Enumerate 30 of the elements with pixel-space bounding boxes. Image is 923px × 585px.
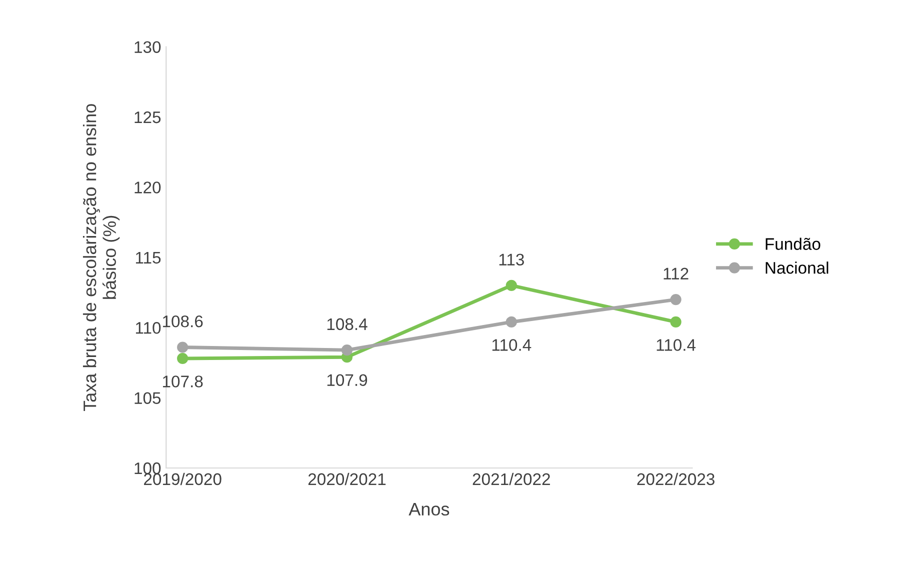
data-label: 112 [664,268,688,280]
data-label: 108.6 [163,315,203,328]
legend-label: Nacional [766,262,828,274]
point [177,342,188,353]
data-label: 110.4 [492,339,532,351]
x-tick-label: 2022/2023 [637,472,714,486]
y-tick-label: 120 [134,182,161,194]
x-tick-label: 2020/2021 [308,472,386,486]
point [177,352,188,364]
y-tick-label: 100 [134,462,161,474]
point [506,280,517,292]
point [670,294,682,306]
point [341,344,353,356]
x-axis-title: Anos [408,502,450,516]
y-tick-label: 115 [136,252,161,264]
x-tick-label: 2019/2020 [144,472,222,486]
legend-label: Fundão [766,238,820,250]
y-tick-label: 130 [134,41,161,54]
y-axis-title: Taxa bruta de escolarização no ensino básico (%) [82,104,120,412]
data-label: 107.8 [163,376,203,388]
point [506,316,517,328]
y-tick-label: 105 [134,392,161,404]
y-tick-label: 110 [136,322,161,334]
data-label: 110.4 [656,339,696,351]
point [670,316,682,328]
y-tick-label: 125 [134,111,161,124]
data-label: 113 [499,254,524,266]
x-tick-label: 2021/2022 [472,472,550,486]
data-label: 107.9 [327,374,368,386]
data-label: 108.4 [327,318,368,330]
